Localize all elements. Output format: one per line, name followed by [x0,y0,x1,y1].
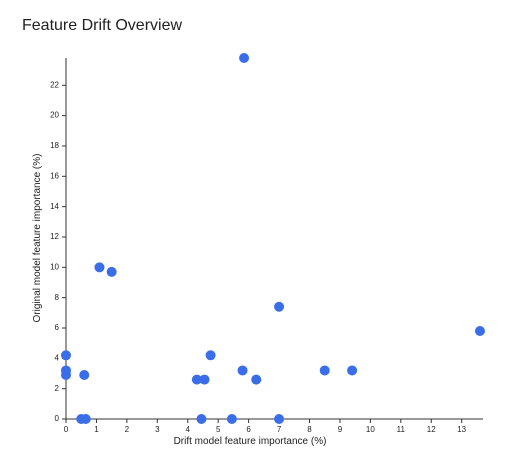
x-tick-label: 0 [64,425,69,434]
x-tick-label: 13 [457,425,466,434]
x-tick-label: 8 [307,425,312,434]
point [205,350,216,361]
x-tick-label: 6 [246,425,251,434]
y-tick-label: 14 [50,202,59,211]
point [80,414,91,424]
point [319,365,330,376]
y-tick-label: 8 [55,293,60,302]
point [61,350,71,361]
point [251,374,262,385]
y-tick-label: 2 [55,384,60,393]
y-tick-label: 20 [50,111,59,120]
y-tick-label: 0 [55,414,60,423]
point [226,414,237,424]
point [94,262,105,273]
x-tick-label: 10 [366,425,375,434]
x-tick-label: 9 [338,425,343,434]
x-tick-label: 5 [216,425,221,434]
y-tick-label: 16 [50,171,59,180]
y-tick-label: 6 [55,323,60,332]
y-tick-label: 4 [55,353,60,362]
point [61,370,71,381]
x-tick-label: 11 [397,425,406,434]
y-axis-label: Original model feature importance (%) [32,154,43,323]
point [199,374,210,385]
y-tick-label: 22 [50,80,59,89]
point [106,266,117,277]
point [79,370,90,381]
y-tick-label: 10 [50,262,59,271]
point [274,301,285,312]
point [274,414,285,424]
point [347,365,358,376]
x-tick-label: 2 [125,425,130,434]
x-tick-label: 7 [277,425,282,434]
point [474,326,485,337]
y-tick-label: 12 [50,232,59,241]
x-axis-label: Drift model feature importance (%) [174,436,327,447]
x-tick-label: 4 [186,425,191,434]
x-tick-label: 12 [427,425,436,434]
x-tick-label: 1 [94,425,99,434]
chart-title: Feature Drift Overview [22,17,182,34]
x-tick-label: 3 [155,425,160,434]
point [191,374,202,385]
point [237,365,248,376]
y-tick-label: 18 [50,141,59,150]
point [239,53,250,63]
point [196,414,207,424]
